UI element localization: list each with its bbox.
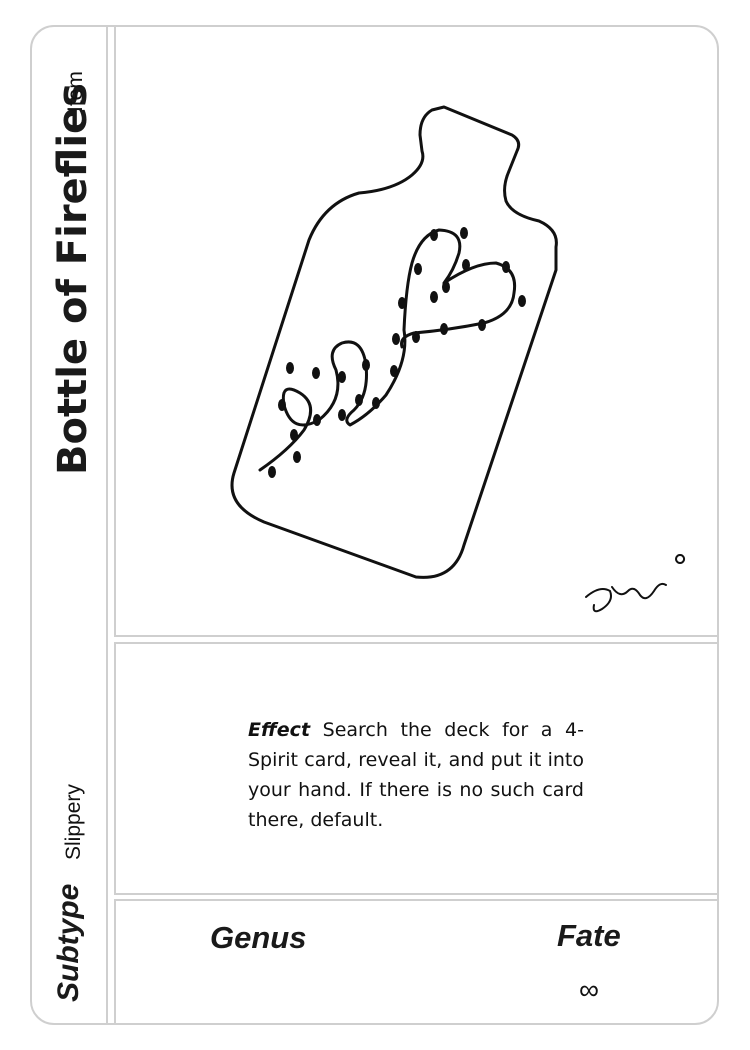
effect-text: Effect Search the deck for a 4-Spirit ca… — [248, 715, 584, 835]
card-frame — [30, 25, 719, 1025]
side-column — [30, 25, 108, 1025]
bottle-outline — [230, 105, 558, 579]
fate-value: ∞ — [579, 974, 599, 1005]
card-title: Bottle of Fireflies — [50, 83, 96, 475]
firefly-dots — [268, 227, 526, 478]
subtype-label: Subtype — [52, 883, 85, 1002]
bottle-illustration — [230, 105, 686, 613]
genus-label: Genus — [210, 920, 307, 955]
fate-label: Fate — [557, 918, 621, 953]
firefly-trail — [258, 228, 517, 472]
effect-body: Search the deck for a 4-Spirit card, rev… — [248, 719, 584, 831]
effect-label: Effect — [248, 719, 311, 741]
subtype-value: Slippery — [62, 784, 85, 860]
text-panel — [114, 642, 719, 895]
card-type: Item — [64, 71, 87, 112]
art-panel — [114, 25, 719, 637]
stat-panel — [114, 899, 719, 1025]
artist-signature — [585, 554, 686, 613]
